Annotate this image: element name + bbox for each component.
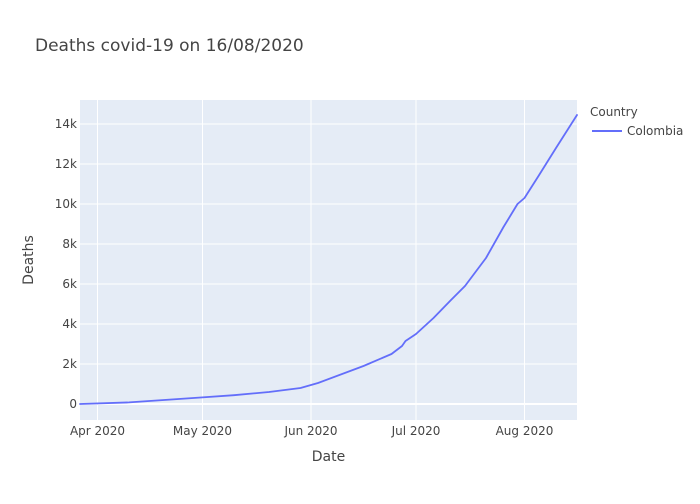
tick-labels: 0 2k 4k 6k 8k 10k 12k 14k Apr 2020 May 2020 Jun 20…	[55, 117, 554, 438]
x-tick-label: May 2020	[173, 424, 232, 438]
y-tick-label: 14k	[55, 117, 77, 131]
grid-lines	[80, 100, 577, 420]
y-tick-label: 6k	[62, 277, 77, 291]
x-tick-label: Apr 2020	[70, 424, 125, 438]
plot-background	[80, 100, 577, 420]
legend-title: Country	[590, 105, 638, 119]
y-axis-title: Deaths	[21, 235, 37, 285]
y-tick-label: 8k	[62, 237, 77, 251]
legend[interactable]: Country Colombia	[590, 105, 683, 138]
y-tick-label: 4k	[62, 317, 77, 331]
legend-label-colombia[interactable]: Colombia	[627, 124, 683, 138]
chart-title: Deaths covid-19 on 16/08/2020	[35, 36, 304, 56]
x-tick-label: Aug 2020	[496, 424, 554, 438]
x-tick-label: Jul 2020	[391, 424, 441, 438]
y-tick-label: 2k	[62, 357, 77, 371]
series-layer	[79, 114, 578, 405]
x-tick-label: Jun 2020	[283, 424, 337, 438]
y-tick-label: 12k	[55, 157, 77, 171]
series-line-colombia	[79, 114, 578, 405]
x-axis-title: Date	[312, 449, 345, 465]
y-tick-label: 10k	[55, 197, 77, 211]
y-tick-label: 0	[69, 397, 77, 411]
